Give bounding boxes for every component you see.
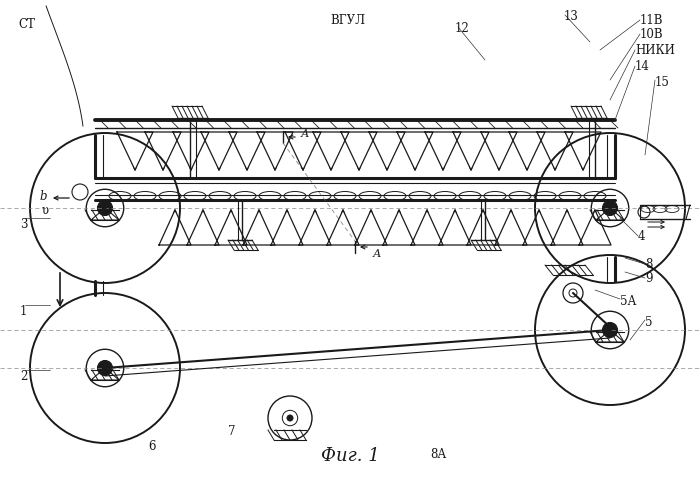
Text: А: А (373, 249, 382, 259)
Text: b: b (40, 190, 48, 203)
Text: А: А (301, 129, 309, 139)
Text: НИКИ: НИКИ (635, 44, 675, 57)
Text: 9: 9 (645, 272, 652, 285)
Circle shape (97, 200, 113, 215)
Text: 8А: 8А (430, 448, 447, 461)
Text: υ: υ (42, 204, 49, 217)
Text: 3: 3 (20, 218, 27, 231)
Text: 4: 4 (638, 230, 645, 243)
Text: 12: 12 (455, 22, 470, 35)
Text: 8: 8 (645, 258, 652, 271)
Text: 5А: 5А (620, 295, 636, 308)
Text: 1: 1 (20, 305, 27, 318)
Text: 10В: 10В (640, 28, 664, 41)
Text: 7: 7 (228, 425, 235, 438)
Text: 2: 2 (20, 370, 27, 383)
Circle shape (603, 200, 617, 215)
Circle shape (97, 360, 113, 375)
Text: 15: 15 (655, 76, 670, 89)
Text: Фиг. 1: Фиг. 1 (321, 447, 379, 465)
Text: 6: 6 (148, 440, 155, 453)
Circle shape (603, 323, 617, 338)
Text: 14: 14 (635, 60, 650, 73)
Text: 5: 5 (645, 316, 652, 329)
Text: СТ: СТ (18, 18, 35, 31)
Text: 13: 13 (564, 10, 579, 23)
Circle shape (287, 415, 293, 421)
Text: ВГУЛ: ВГУЛ (330, 14, 365, 27)
Text: 11В: 11В (640, 14, 664, 27)
